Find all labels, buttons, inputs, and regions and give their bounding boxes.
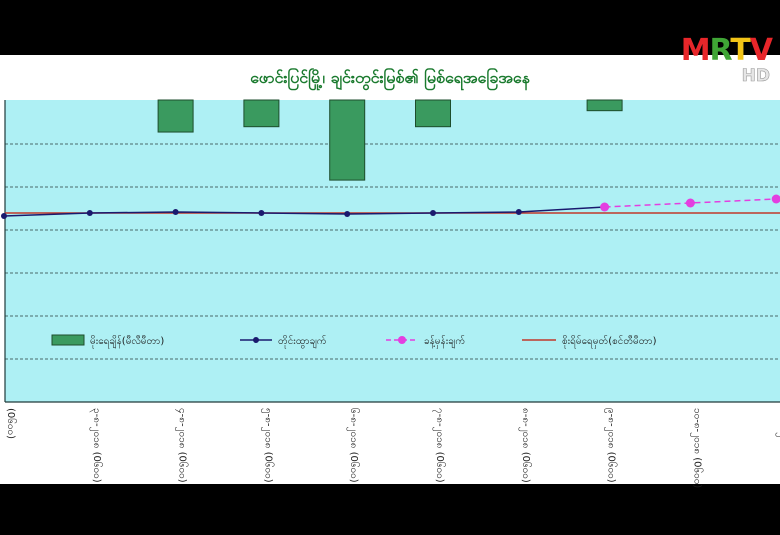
chart-title: ဖောင်းပြင်မြို့၊ ချင်းတွင်းမြစ်၏ မြစ်ရေအ… [250, 68, 530, 87]
legend-swatch-rainfall [51, 334, 85, 346]
logo-text: MRTV [680, 33, 773, 68]
observed-point [172, 209, 179, 215]
x-tick-label: ၃-၈-၂၀၁၈ (0၆၀၀) [89, 408, 104, 483]
x-tick-label: ၁၀-၈-၂၀၁၈ (0၆၀၀) [689, 408, 704, 488]
forecast-point [771, 194, 780, 204]
forecast-point [685, 198, 695, 208]
rainfall-bar [415, 99, 451, 128]
rainfall-bar [157, 99, 194, 133]
rainfall-bar [586, 99, 623, 112]
observed-point [86, 210, 93, 216]
x-tick-label: ၄-၈-၂၀၁၈ (0၆၀၀) [175, 408, 190, 483]
x-tick-label: ၉-၈-၂၀၁၈ (0၆၀၀) [604, 408, 619, 483]
forecast-point [600, 202, 610, 212]
x-tick-label: ၁၁-၈-၂၀၁၈ [775, 408, 780, 454]
legend-label-rainfall: မိုးရေချိန်(မီလီမီတာ) [90, 334, 164, 349]
observed-line [3, 206, 605, 217]
channel-logo: MRTV HD [680, 33, 773, 86]
legend-marker-observed [253, 337, 259, 343]
x-tick-label: ၅-၈-၂၀၁၈ (0၆၀၀) [260, 408, 275, 483]
observed-point [430, 210, 436, 216]
legend-label-observed: တိုင်းထွာချက် [278, 334, 327, 349]
legend-marker-forecast [398, 336, 406, 344]
plot-area [5, 100, 780, 402]
observed-point [1, 213, 7, 219]
legend-label-danger: စိုးရိမ်ရေမှတ်(စင်တီမီတာ) [562, 334, 657, 349]
x-tick-label: ၆-၈-၂၀၁၈ (0၆၀၀) [346, 408, 361, 483]
observed-point [344, 211, 351, 217]
x-tick-label: ၈-၈-၂၀၁၈ (0၆၀၀) [518, 408, 533, 483]
rainfall-bar [243, 99, 280, 128]
x-tick-label: ၇-၈-၂၀၁၈ (0၆၀၀) [432, 408, 447, 483]
x-tick-label: (0၆၀၀) [5, 408, 18, 439]
observed-point [515, 209, 522, 215]
logo-hd-badge: HD [741, 66, 770, 86]
rainfall-bar [329, 99, 366, 181]
observed-point [258, 210, 265, 216]
legend-label-forecast: ခန့်မှန်းချက် [424, 334, 465, 349]
